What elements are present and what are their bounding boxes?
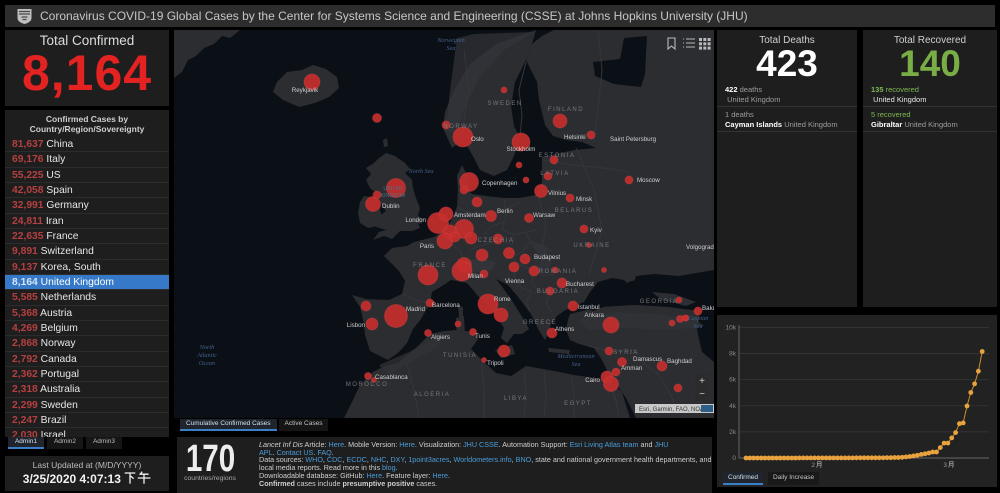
svg-text:Baghdad: Baghdad xyxy=(667,358,692,365)
svg-text:Algiers: Algiers xyxy=(431,334,450,341)
svg-text:3: 3 xyxy=(943,462,947,469)
svg-text:Saint Petersburg: Saint Petersburg xyxy=(610,136,657,143)
svg-text:GREECE: GREECE xyxy=(523,320,557,326)
svg-text:Vienna: Vienna xyxy=(505,278,525,285)
svg-text:4k: 4k xyxy=(729,403,737,410)
svg-text:Lisbon: Lisbon xyxy=(347,322,366,329)
svg-text:0: 0 xyxy=(732,455,736,462)
svg-text:Warsaw: Warsaw xyxy=(533,212,556,219)
svg-text:Atlantic: Atlantic xyxy=(196,352,217,359)
svg-text:UNITED: UNITED xyxy=(383,186,403,192)
svg-text:Cairo: Cairo xyxy=(585,377,600,384)
svg-text:UKRAINE: UKRAINE xyxy=(573,243,610,249)
svg-text:Kyiv: Kyiv xyxy=(590,227,603,234)
svg-text:Vilnius: Vilnius xyxy=(548,190,566,197)
svg-text:Mediterranean: Mediterranean xyxy=(556,353,594,360)
svg-text:Ocean: Ocean xyxy=(199,360,215,367)
svg-text:Rome: Rome xyxy=(494,296,511,303)
svg-text:Amman: Amman xyxy=(621,365,643,372)
svg-text:Dublin: Dublin xyxy=(382,203,400,210)
svg-text:2: 2 xyxy=(811,462,815,469)
svg-text:LIBYA: LIBYA xyxy=(504,396,528,402)
svg-text:FRANCE: FRANCE xyxy=(413,263,447,269)
svg-text:North Sea: North Sea xyxy=(408,168,434,175)
svg-text:GEORGIA: GEORGIA xyxy=(640,299,679,305)
svg-text:Oslo: Oslo xyxy=(471,136,484,143)
svg-text:Baku: Baku xyxy=(702,305,714,312)
svg-text:Helsinki: Helsinki xyxy=(564,134,586,141)
svg-text:Berlin: Berlin xyxy=(497,208,513,215)
svg-text:North: North xyxy=(199,344,214,351)
svg-text:MOROCCO: MOROCCO xyxy=(346,382,389,388)
svg-text:Istanbul: Istanbul xyxy=(578,304,600,311)
svg-text:BELARUS: BELARUS xyxy=(555,208,594,214)
svg-text:Paris: Paris xyxy=(420,243,434,250)
svg-text:Stockholm: Stockholm xyxy=(507,146,536,153)
svg-text:NORWAY: NORWAY xyxy=(443,124,478,130)
svg-text:ALGERIA: ALGERIA xyxy=(414,392,451,398)
svg-text:Madrid: Madrid xyxy=(406,306,425,313)
svg-text:Athens: Athens xyxy=(555,326,574,333)
svg-text:LATVIA: LATVIA xyxy=(540,171,569,177)
svg-text:FINLAND: FINLAND xyxy=(548,107,584,113)
svg-text:Bucharest: Bucharest xyxy=(566,281,594,288)
svg-text:BULGARIA: BULGARIA xyxy=(537,289,579,295)
svg-text:Sea: Sea xyxy=(572,361,581,368)
svg-text:+: + xyxy=(699,376,705,387)
svg-text:Budapest: Budapest xyxy=(534,254,560,261)
svg-text:−: − xyxy=(699,389,705,400)
svg-text:6k: 6k xyxy=(729,377,737,384)
svg-text:Caspian: Caspian xyxy=(688,315,709,322)
svg-text:Sea: Sea xyxy=(694,323,703,330)
svg-text:SWEDEN: SWEDEN xyxy=(487,101,522,107)
svg-text:10k: 10k xyxy=(726,325,737,332)
svg-text:CZECHIA: CZECHIA xyxy=(478,238,515,244)
svg-text:Norwegian: Norwegian xyxy=(436,37,465,44)
svg-text:KINGDOM: KINGDOM xyxy=(381,193,406,199)
svg-text:2k: 2k xyxy=(729,429,737,436)
svg-text:Damascus: Damascus xyxy=(633,356,662,363)
svg-text:ESTONIA: ESTONIA xyxy=(539,153,576,159)
svg-text:SYRIA: SYRIA xyxy=(613,350,639,356)
svg-text:Volgograd: Volgograd xyxy=(686,244,714,251)
svg-text:Esri, Garmin, FAO, NOAA: Esri, Garmin, FAO, NOAA xyxy=(639,407,708,413)
svg-text:Casablanca: Casablanca xyxy=(375,374,408,381)
svg-text:8k: 8k xyxy=(729,351,737,358)
svg-text:London: London xyxy=(405,217,426,224)
svg-text:Tripoli: Tripoli xyxy=(487,360,504,367)
svg-text:Minsk: Minsk xyxy=(576,196,593,203)
svg-text:Moscow: Moscow xyxy=(637,177,660,184)
svg-text:Milan: Milan xyxy=(468,273,483,280)
svg-text:TUNISIA: TUNISIA xyxy=(443,353,477,359)
svg-text:ROMANIA: ROMANIA xyxy=(539,269,578,275)
svg-text:Ankara: Ankara xyxy=(584,312,604,319)
svg-text:Sea: Sea xyxy=(447,45,456,52)
svg-text:Barcelona: Barcelona xyxy=(432,302,460,309)
svg-text:Tunis: Tunis xyxy=(475,333,490,340)
svg-text:Copenhagen: Copenhagen xyxy=(482,180,518,187)
svg-text:Amsterdam: Amsterdam xyxy=(454,212,486,219)
svg-text:Reykjavik: Reykjavik xyxy=(292,87,319,94)
svg-text:EGYPT: EGYPT xyxy=(564,401,592,407)
